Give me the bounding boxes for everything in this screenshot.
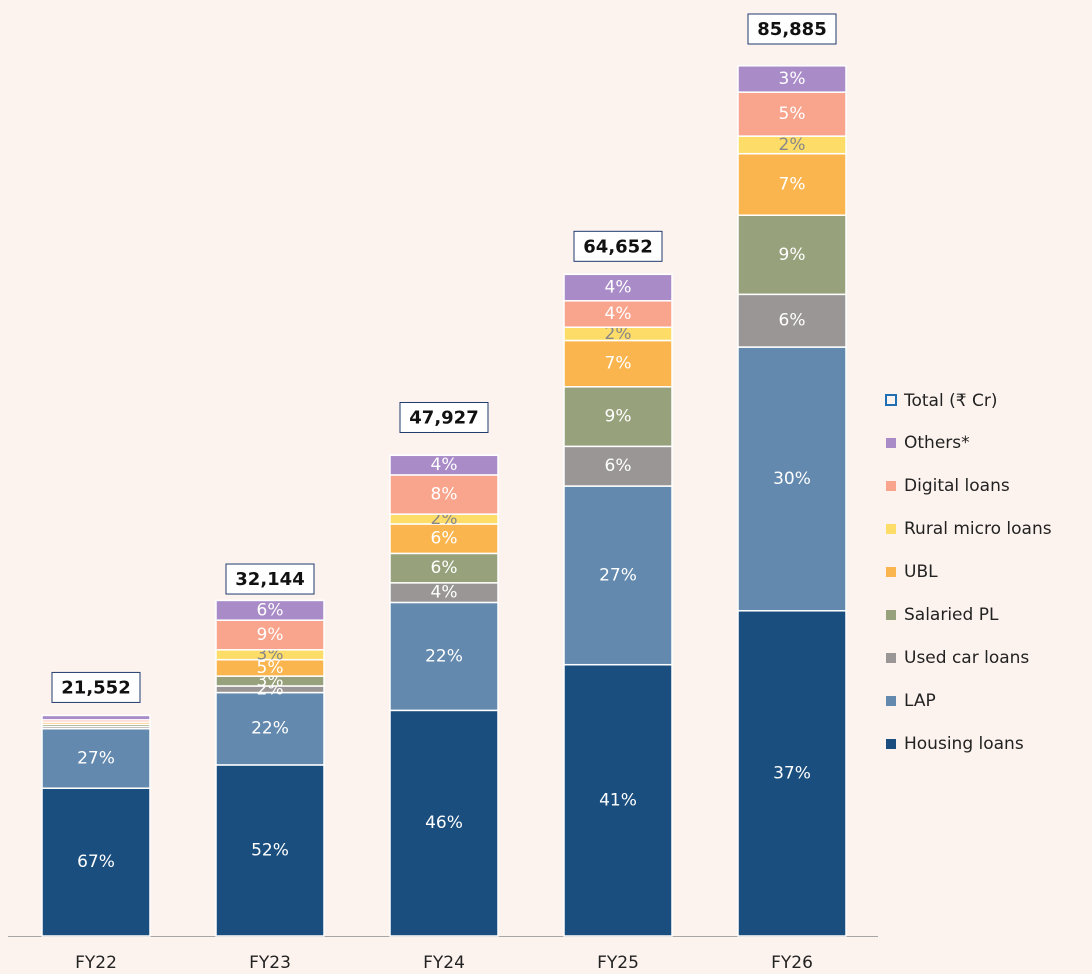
data-label: 6% bbox=[605, 456, 632, 476]
bar-segment bbox=[737, 214, 847, 296]
total-box bbox=[573, 230, 663, 262]
data-label: 4% bbox=[431, 583, 458, 603]
x-tick-label: FY24 bbox=[423, 953, 465, 973]
bar-segment bbox=[41, 727, 151, 789]
bar-segment bbox=[215, 691, 325, 766]
data-label: 41% bbox=[599, 790, 637, 810]
data-label: 7% bbox=[605, 354, 632, 374]
legend-label: LAP bbox=[904, 691, 936, 711]
total-label: 64,652 bbox=[583, 236, 652, 257]
legend-swatch bbox=[886, 524, 896, 534]
x-tick-label: FY23 bbox=[249, 953, 291, 973]
bar-segment bbox=[215, 764, 325, 937]
bar-segment bbox=[737, 152, 847, 216]
data-label: 4% bbox=[605, 304, 632, 324]
x-tick-label: FY25 bbox=[597, 953, 639, 973]
bar-segment bbox=[215, 599, 325, 621]
data-label: 37% bbox=[773, 763, 811, 783]
data-label: 22% bbox=[251, 719, 289, 739]
bar-segment bbox=[737, 610, 847, 937]
legend-swatch bbox=[886, 739, 896, 749]
bar-segment bbox=[41, 787, 151, 937]
data-label: 8% bbox=[431, 485, 458, 505]
legend-label: Rural micro loans bbox=[904, 519, 1052, 539]
x-tick-label: FY22 bbox=[75, 953, 117, 973]
data-label: 22% bbox=[425, 646, 463, 666]
data-label: 46% bbox=[425, 813, 463, 833]
data-label: 2% bbox=[605, 324, 632, 344]
bar-segment bbox=[389, 709, 499, 937]
bar-segment bbox=[563, 445, 673, 487]
total-box bbox=[399, 401, 489, 433]
legend-swatch bbox=[886, 567, 896, 577]
data-label: 2% bbox=[779, 135, 806, 155]
legend-label: Others* bbox=[904, 433, 970, 453]
data-label: 67% bbox=[77, 852, 115, 872]
bar-segment bbox=[737, 65, 847, 93]
bar-segment bbox=[563, 273, 673, 302]
x-tick-label: FY26 bbox=[771, 953, 813, 973]
data-label: 7% bbox=[779, 174, 806, 194]
legend-swatch bbox=[885, 394, 897, 406]
data-label: 4% bbox=[605, 278, 632, 298]
data-label: 6% bbox=[431, 529, 458, 549]
data-label: 6% bbox=[779, 311, 806, 331]
data-label: 4% bbox=[431, 455, 458, 475]
bar-segment bbox=[563, 300, 673, 328]
bar-segment bbox=[215, 619, 325, 651]
total-label: 47,927 bbox=[409, 407, 478, 428]
data-label: 52% bbox=[251, 840, 289, 860]
legend-label: Total (₹ Cr) bbox=[903, 391, 997, 411]
data-label: 30% bbox=[773, 469, 811, 489]
data-label: 6% bbox=[431, 558, 458, 578]
legend-label: Used car loans bbox=[904, 648, 1029, 668]
bar-segment bbox=[389, 601, 499, 712]
legend-swatch bbox=[886, 696, 896, 706]
total-label: 21,552 bbox=[61, 677, 130, 698]
bar-segment bbox=[389, 523, 499, 555]
total-box bbox=[747, 13, 837, 45]
legend-label: Salaried PL bbox=[904, 605, 999, 625]
legend-swatch bbox=[886, 653, 896, 663]
total-box bbox=[225, 563, 315, 595]
bar-segment bbox=[737, 346, 847, 612]
legend-swatch bbox=[886, 438, 896, 448]
data-label: 27% bbox=[599, 565, 637, 585]
total-label: 85,885 bbox=[757, 19, 826, 40]
legend-swatch bbox=[886, 610, 896, 620]
data-label: 9% bbox=[605, 407, 632, 427]
data-label: 3% bbox=[779, 69, 806, 89]
bar-segment bbox=[737, 91, 847, 137]
data-label: 9% bbox=[257, 625, 284, 645]
bar-segment bbox=[563, 663, 673, 937]
legend-label: Digital loans bbox=[904, 476, 1010, 496]
legend-label: UBL bbox=[904, 562, 938, 582]
bar-segment bbox=[41, 714, 151, 721]
data-label: 6% bbox=[257, 600, 284, 620]
data-label: 27% bbox=[77, 748, 115, 768]
total-label: 32,144 bbox=[235, 569, 304, 590]
data-label: 5% bbox=[257, 658, 284, 678]
bar-segment bbox=[389, 454, 499, 476]
legend-swatch bbox=[886, 481, 896, 491]
bar-segment bbox=[389, 474, 499, 515]
bar-segment bbox=[563, 339, 673, 388]
bar-segment bbox=[389, 552, 499, 584]
bar-segment bbox=[737, 293, 847, 348]
total-box bbox=[51, 671, 141, 703]
bar-segment bbox=[563, 485, 673, 666]
data-label: 5% bbox=[779, 104, 806, 124]
legend-label: Housing loans bbox=[904, 734, 1024, 754]
data-label: 9% bbox=[779, 245, 806, 265]
